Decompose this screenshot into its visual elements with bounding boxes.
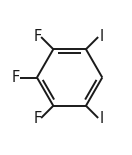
Text: I: I <box>100 111 104 126</box>
Text: F: F <box>12 70 20 85</box>
Text: F: F <box>34 111 42 126</box>
Text: F: F <box>34 29 42 44</box>
Text: I: I <box>100 29 104 44</box>
